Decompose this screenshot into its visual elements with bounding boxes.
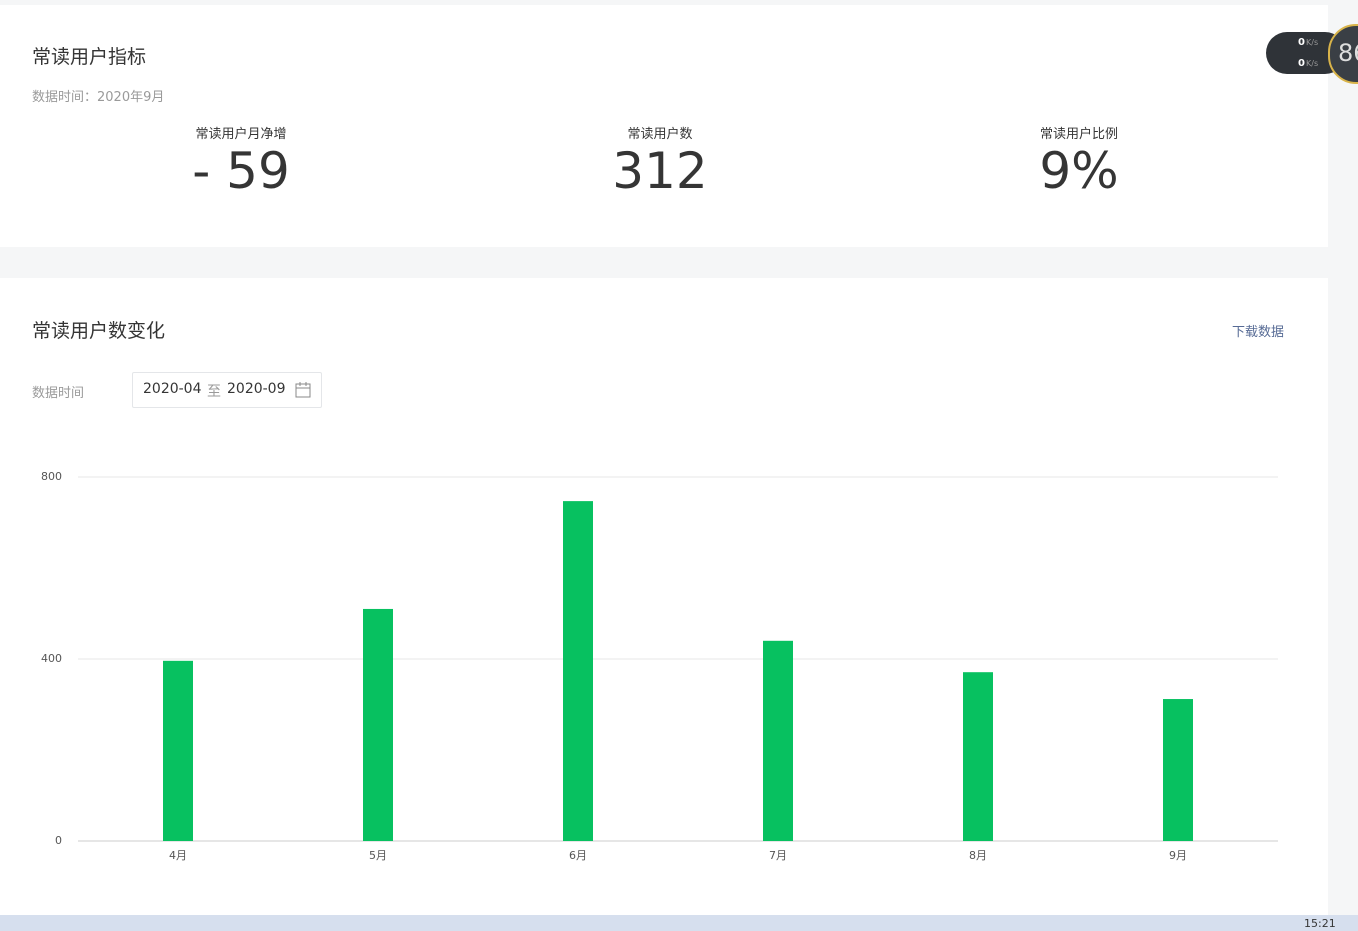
- metric-label: 常读用户比例: [1039, 127, 1118, 142]
- metrics-card: [0, 5, 1328, 247]
- download-speed: 0: [1298, 58, 1305, 69]
- section-title: 常读用户数变化: [32, 320, 166, 342]
- metric-label: 常读用户月净增: [195, 127, 287, 142]
- metric-value: 312: [612, 142, 708, 200]
- taskbar: 15:21: [0, 915, 1358, 931]
- data-time: 数据时间：2020年9月: [32, 90, 165, 105]
- date-end: 2020-09: [227, 381, 286, 397]
- metric-label: 常读用户数: [627, 127, 693, 142]
- date-picker[interactable]: 2020-04 至 2020-09: [132, 372, 322, 408]
- metric-value: - 59: [192, 142, 290, 200]
- date-label: 数据时间: [32, 386, 85, 401]
- upload-unit: K/s: [1306, 38, 1319, 47]
- usage-percent: 86: [1338, 39, 1358, 67]
- date-separator: 至: [207, 384, 221, 400]
- card-title: 常读用户指标: [32, 46, 147, 68]
- download-unit: K/s: [1306, 59, 1319, 68]
- date-start: 2020-04: [143, 381, 202, 397]
- metric-value: 9%: [1039, 142, 1119, 200]
- taskbar-time: 15:21: [1304, 917, 1336, 930]
- upload-speed: 0: [1298, 37, 1305, 48]
- calendar-icon: [295, 382, 311, 398]
- download-link[interactable]: 下载数据: [1232, 325, 1285, 340]
